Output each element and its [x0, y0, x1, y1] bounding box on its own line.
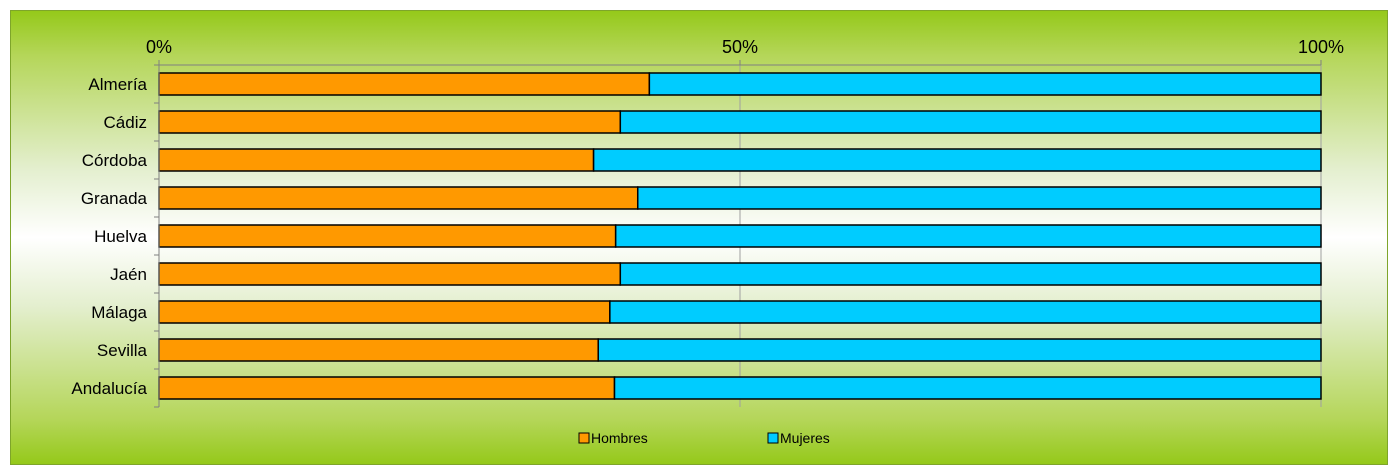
chart-area: 0% 50% 100% Almería Cádiz Córdoba Granada Huelv… [10, 10, 1388, 465]
category-label: Almería [88, 75, 147, 94]
legend-swatch-hombres [578, 432, 590, 444]
category-label: Jaén [110, 265, 147, 284]
category-label: Andalucía [71, 379, 147, 398]
x-tick-label: 50% [722, 37, 758, 57]
bars [158, 72, 1322, 400]
bar-hombres [158, 376, 616, 400]
bar-mujeres [619, 262, 1322, 286]
bar-hombres [158, 110, 622, 134]
x-tick-label: 0% [146, 37, 172, 57]
category-label: Cádiz [104, 113, 147, 132]
labels: 0% 50% 100% Almería Cádiz Córdoba Granada Huelv… [71, 37, 1344, 398]
bar-hombres [158, 224, 617, 248]
bar-hombres [158, 148, 595, 172]
bar-mujeres [648, 72, 1322, 96]
legend-label-mujeres: Mujeres [780, 430, 830, 446]
x-tick-label: 100% [1298, 37, 1344, 57]
category-label: Sevilla [97, 341, 148, 360]
category-label: Málaga [91, 303, 147, 322]
bar-mujeres [592, 148, 1322, 172]
bar-hombres [158, 262, 622, 286]
bar-hombres [158, 186, 639, 210]
bar-mujeres [614, 224, 1322, 248]
bar-hombres [158, 72, 651, 96]
bar-mujeres [619, 110, 1322, 134]
legend-swatch-mujeres [767, 432, 779, 444]
legend-label-hombres: Hombres [591, 430, 648, 446]
legend: Hombres Mujeres [578, 430, 830, 446]
category-label: Huelva [94, 227, 147, 246]
stacked-bar-chart: 0% 50% 100% Almería Cádiz Córdoba Granada Huelv… [71, 37, 1344, 446]
bar-hombres [158, 300, 611, 324]
bar-mujeres [597, 338, 1322, 362]
bar-mujeres [609, 300, 1322, 324]
bar-mujeres [636, 186, 1322, 210]
axes [154, 60, 1322, 408]
bar-mujeres [613, 376, 1322, 400]
category-label: Córdoba [82, 151, 148, 170]
category-label: Granada [81, 189, 148, 208]
bar-hombres [158, 338, 599, 362]
